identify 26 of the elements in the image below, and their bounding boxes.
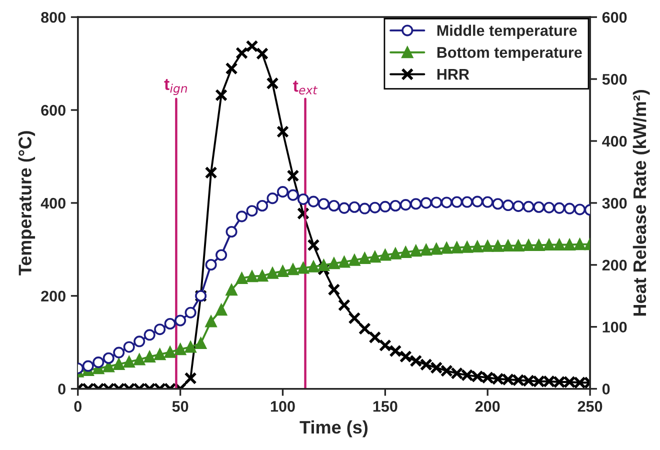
y2-tick-label: 0 <box>602 384 610 394</box>
x-tick-label: 150 <box>373 401 398 412</box>
x-tick-label: 0 <box>74 401 82 412</box>
y-tick-label: 400 <box>40 198 66 209</box>
y2-tick-label: 400 <box>602 136 627 147</box>
ref-line-label: t$_{ign}$ <box>164 78 188 96</box>
y2-tick-label: 300 <box>602 198 627 209</box>
y2-tick-label: 200 <box>602 260 627 271</box>
y2-tick-label: 500 <box>602 74 627 85</box>
y2-tick-label: 600 <box>602 12 627 23</box>
y-tick-label: 0 <box>58 384 66 394</box>
x-tick-label: 200 <box>475 401 500 412</box>
legend-label: Bottom temperature <box>437 47 582 61</box>
legend-label: HRR <box>437 69 470 80</box>
x-tick-label: 250 <box>578 401 602 412</box>
y2-axis-title: Heat Release Rate (kW/m²) <box>632 90 650 316</box>
ref-line-label: t$_{ext}$ <box>293 80 318 94</box>
y-tick-label: 200 <box>41 290 66 302</box>
x-tick-label: 50 <box>172 401 188 412</box>
legend-label: Middle temperature <box>437 24 577 39</box>
x-tick-label: 100 <box>270 401 295 412</box>
y-tick-label: 600 <box>41 104 66 116</box>
y-axis-title: Temperature (°C) <box>18 131 36 276</box>
y-tick-label: 800 <box>41 12 66 23</box>
x-axis-title: Time (s) <box>300 420 368 438</box>
y2-tick-label: 100 <box>602 322 627 333</box>
